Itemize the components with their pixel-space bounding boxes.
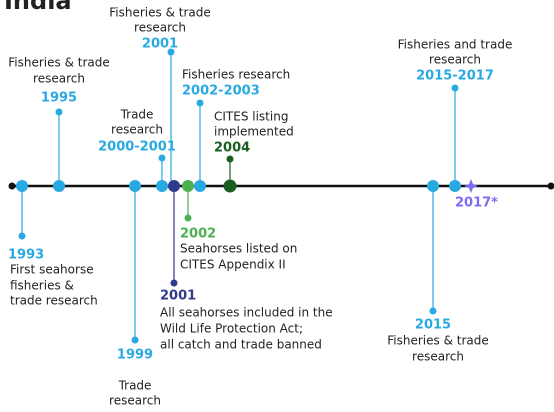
label: research bbox=[33, 72, 85, 86]
year: 1999 bbox=[117, 348, 153, 363]
year: 2015 bbox=[415, 318, 451, 333]
dot bbox=[182, 180, 194, 192]
end bbox=[547, 182, 554, 190]
label: Trade bbox=[120, 108, 154, 122]
year: 2015-2017 bbox=[416, 69, 494, 84]
year: 1995 bbox=[41, 91, 77, 106]
year: 2002-2003 bbox=[182, 84, 260, 99]
label: Trade bbox=[118, 379, 152, 393]
label: Fisheries & trade bbox=[8, 56, 109, 70]
label: trade research bbox=[10, 294, 98, 308]
stem-ends bbox=[18, 48, 459, 344]
label: Wild Life Protection Act; bbox=[160, 322, 303, 336]
dots bbox=[16, 180, 461, 192]
label: implemented bbox=[214, 125, 294, 139]
label: fisheries & bbox=[10, 279, 74, 293]
label: research bbox=[134, 21, 186, 35]
label: Seahorses listed on bbox=[180, 242, 297, 256]
label: research bbox=[412, 350, 464, 364]
stem-end bbox=[226, 155, 234, 163]
label: CITES Appendix II bbox=[180, 258, 286, 272]
stems bbox=[21, 52, 456, 340]
label: research bbox=[111, 123, 163, 137]
label: Fisheries research bbox=[182, 68, 290, 82]
end bbox=[8, 182, 16, 190]
label: Fisheries & trade bbox=[387, 334, 488, 348]
dot bbox=[168, 180, 180, 192]
label: Fisheries and trade bbox=[398, 38, 513, 52]
label: All seahorses included in the bbox=[160, 306, 333, 320]
label: First seahorse bbox=[10, 263, 94, 277]
year: 2001 bbox=[160, 289, 196, 304]
label: all catch and trade banned bbox=[160, 338, 322, 352]
year: 2001 bbox=[142, 37, 178, 52]
year: 2000-2001 bbox=[98, 140, 176, 155]
label: CITES listing bbox=[214, 110, 288, 124]
year: 2002 bbox=[180, 227, 216, 242]
dot bbox=[223, 179, 237, 193]
label: Fisheries & trade bbox=[109, 6, 210, 20]
star bbox=[464, 179, 478, 193]
year: 2004 bbox=[214, 141, 250, 156]
stem-end bbox=[184, 214, 192, 222]
stem-end bbox=[170, 279, 178, 287]
title: India bbox=[4, 0, 72, 15]
label: research bbox=[109, 394, 161, 408]
label: research bbox=[429, 53, 481, 67]
year: 2017* bbox=[455, 196, 498, 211]
year: 1993 bbox=[8, 248, 44, 263]
